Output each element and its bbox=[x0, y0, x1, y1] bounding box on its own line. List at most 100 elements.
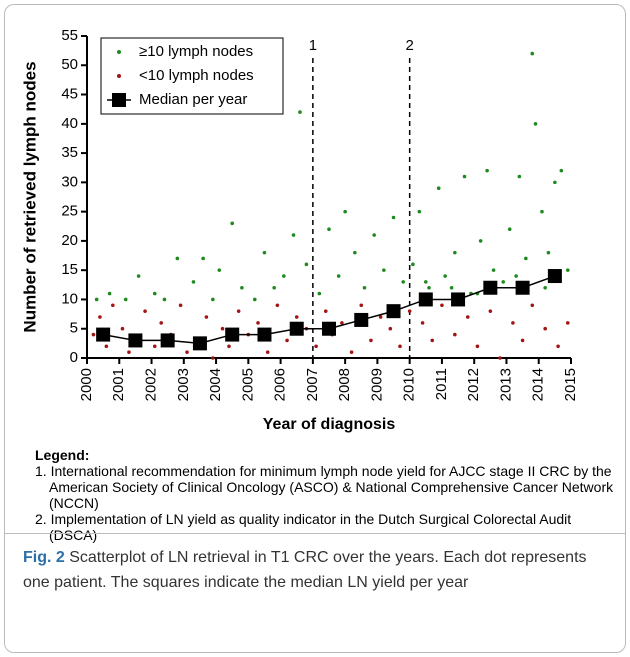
point bbox=[236, 309, 241, 313]
x-tick-label: 2013 bbox=[497, 368, 514, 401]
x-tick-label: 2005 bbox=[239, 368, 256, 401]
point bbox=[543, 285, 547, 290]
median-marker bbox=[257, 327, 272, 342]
x-tick-label: 2009 bbox=[368, 368, 385, 401]
point bbox=[440, 303, 444, 308]
median-marker bbox=[322, 321, 336, 336]
median-marker bbox=[515, 280, 530, 295]
x-tick-label: 2003 bbox=[175, 368, 192, 401]
point bbox=[388, 326, 393, 331]
median-marker bbox=[96, 327, 111, 342]
point bbox=[488, 309, 493, 313]
point bbox=[291, 233, 296, 237]
y-tick-label: 55 bbox=[61, 27, 78, 44]
point bbox=[275, 303, 280, 308]
point bbox=[220, 326, 225, 331]
point bbox=[185, 350, 189, 354]
point bbox=[511, 321, 515, 325]
point bbox=[540, 209, 544, 214]
point bbox=[162, 297, 167, 302]
x-tick-label: 2001 bbox=[110, 368, 127, 401]
point bbox=[401, 280, 406, 284]
point bbox=[191, 280, 196, 284]
x-tick-label: 2014 bbox=[530, 368, 547, 401]
x-tick-label: 2004 bbox=[207, 368, 224, 401]
point bbox=[372, 233, 376, 237]
point bbox=[411, 262, 415, 267]
caption-label: Fig. 2 bbox=[23, 549, 65, 566]
point bbox=[530, 51, 535, 56]
point bbox=[178, 303, 183, 308]
median-marker bbox=[225, 327, 240, 342]
point bbox=[546, 250, 551, 255]
median-marker bbox=[547, 269, 562, 284]
x-tick-label: 2012 bbox=[465, 368, 482, 401]
median-marker bbox=[160, 333, 175, 348]
legend-label: ≥10 lymph nodes bbox=[139, 43, 253, 60]
point bbox=[252, 297, 257, 302]
reference-label: 2 bbox=[405, 37, 413, 54]
point bbox=[501, 280, 506, 284]
median-marker bbox=[128, 333, 143, 348]
point bbox=[427, 285, 431, 290]
point bbox=[553, 180, 557, 185]
point bbox=[227, 344, 231, 349]
point bbox=[136, 274, 141, 278]
point bbox=[175, 256, 180, 261]
point bbox=[204, 315, 209, 319]
y-tick-label: 25 bbox=[61, 203, 78, 220]
point bbox=[491, 268, 496, 272]
point bbox=[317, 291, 322, 296]
median-marker bbox=[354, 312, 369, 327]
point bbox=[211, 356, 215, 360]
caption: Fig. 2 Scatterplot of LN retrieval in T1… bbox=[23, 545, 613, 595]
median-marker bbox=[483, 280, 498, 295]
point bbox=[559, 168, 564, 173]
point bbox=[294, 315, 299, 319]
point bbox=[530, 303, 535, 308]
point bbox=[543, 326, 547, 331]
point bbox=[107, 291, 112, 296]
y-tick-label: 20 bbox=[61, 232, 78, 249]
point bbox=[362, 285, 367, 290]
separator bbox=[5, 533, 625, 534]
median-marker bbox=[418, 292, 433, 307]
point bbox=[91, 332, 96, 337]
note-item: 2. Implementation of LN yield as quality… bbox=[35, 511, 572, 543]
y-tick-label: 45 bbox=[61, 86, 78, 103]
point bbox=[152, 344, 157, 349]
point bbox=[449, 285, 454, 290]
legend-marker bbox=[117, 74, 121, 78]
x-tick-label: 2011 bbox=[433, 368, 450, 400]
point bbox=[498, 356, 502, 360]
point bbox=[98, 315, 102, 319]
point bbox=[285, 338, 289, 343]
point bbox=[152, 291, 157, 296]
point bbox=[453, 250, 457, 255]
point bbox=[478, 239, 483, 243]
x-tick-label: 2007 bbox=[304, 368, 321, 401]
point bbox=[430, 338, 435, 343]
point bbox=[256, 321, 260, 325]
y-tick-label: 30 bbox=[61, 173, 78, 190]
y-tick-label: 5 bbox=[70, 320, 78, 337]
point bbox=[391, 215, 396, 220]
notes: Legend: 1. International recommendation … bbox=[35, 447, 615, 543]
x-tick-label: 2000 bbox=[78, 368, 95, 401]
y-tick-label: 35 bbox=[61, 144, 78, 161]
point bbox=[127, 350, 131, 354]
point bbox=[443, 274, 447, 278]
point bbox=[120, 326, 125, 331]
x-tick-label: 2002 bbox=[143, 368, 160, 401]
point bbox=[240, 285, 244, 290]
x-tick-label: 2006 bbox=[272, 368, 289, 401]
point bbox=[565, 268, 570, 272]
y-tick-label: 50 bbox=[61, 56, 78, 73]
point bbox=[104, 344, 109, 349]
point bbox=[507, 227, 512, 231]
point bbox=[349, 350, 354, 354]
point bbox=[230, 221, 234, 226]
point bbox=[407, 309, 412, 313]
point bbox=[485, 168, 489, 173]
y-tick-label: 0 bbox=[70, 349, 78, 366]
